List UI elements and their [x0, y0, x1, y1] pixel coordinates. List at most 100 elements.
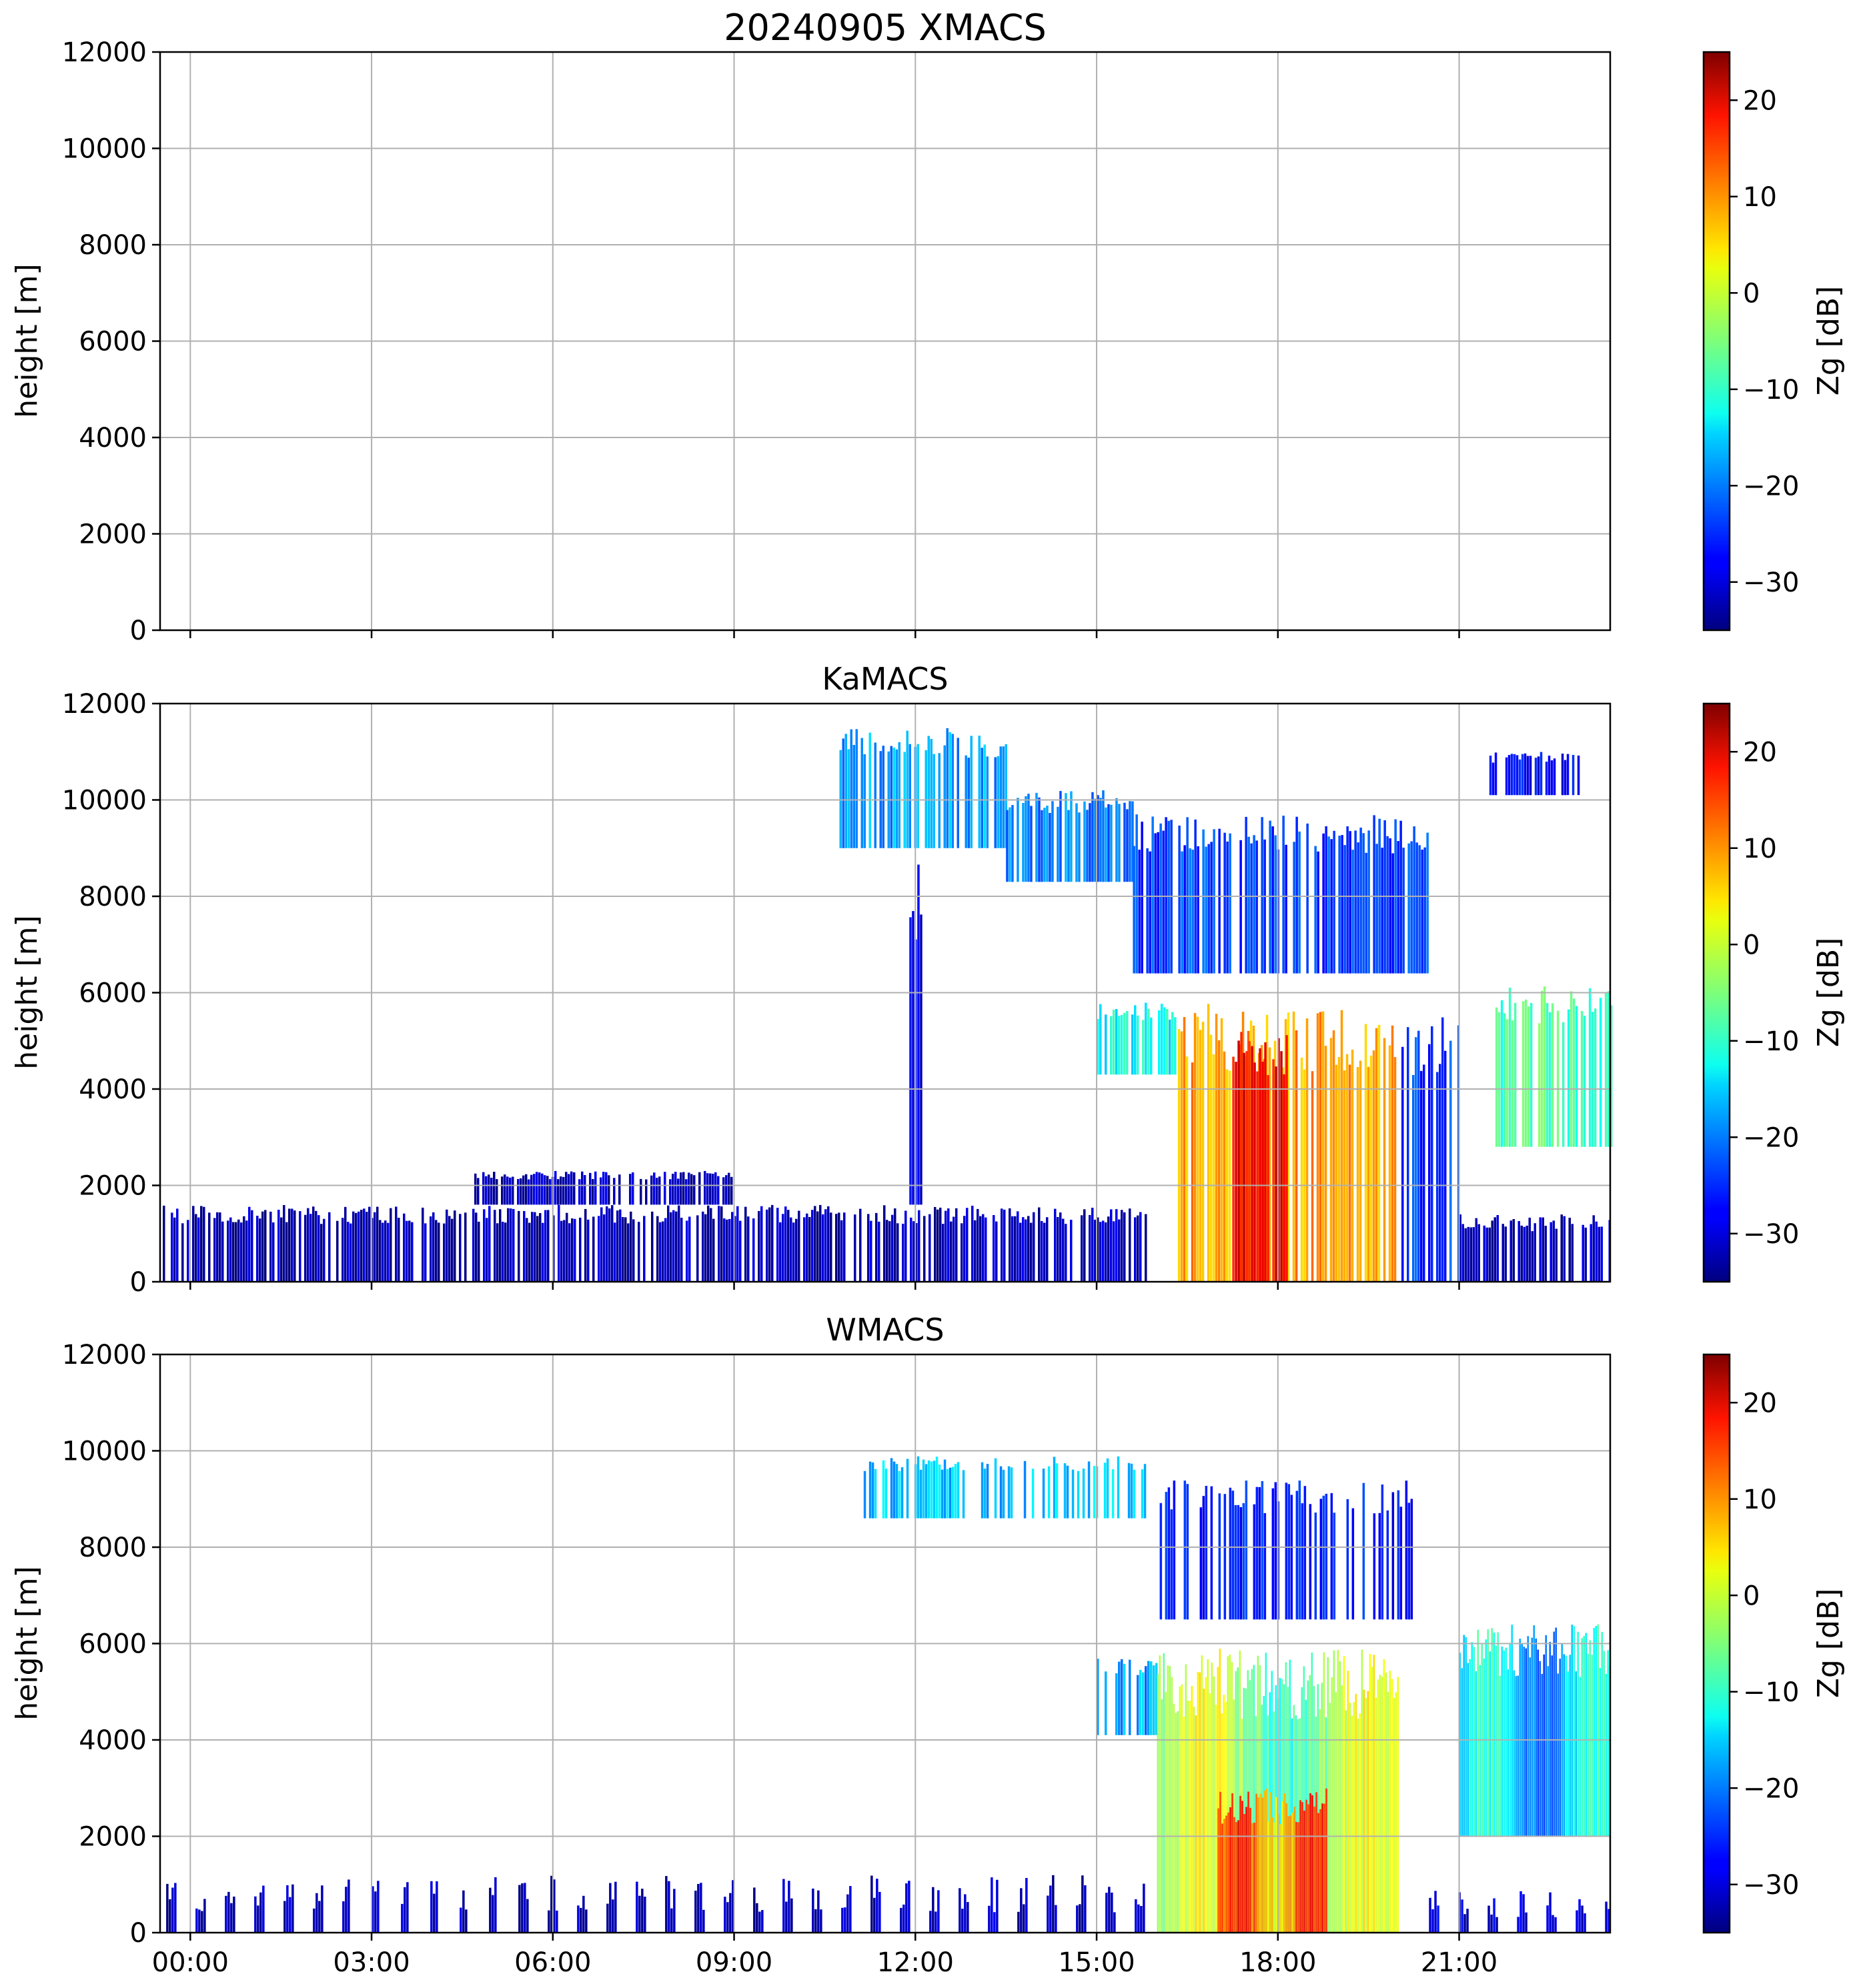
echo-column — [1569, 1655, 1571, 1837]
echo-column — [530, 1174, 533, 1205]
echo-column — [873, 1897, 876, 1933]
echo-column — [358, 1211, 360, 1282]
echo-column — [731, 1212, 734, 1282]
echo-column — [1357, 842, 1359, 974]
echo-column — [938, 753, 941, 848]
echo-column — [1099, 1222, 1102, 1282]
echo-column — [1426, 832, 1429, 974]
echo-column — [1273, 1711, 1275, 1933]
echo-column — [1315, 1792, 1317, 1933]
echo-column — [1108, 1887, 1111, 1933]
echo-column — [573, 1172, 576, 1205]
echo-column — [1515, 1676, 1517, 1837]
echo-column — [1570, 991, 1573, 1147]
echo-column — [259, 1218, 261, 1282]
echo-column — [1585, 1633, 1587, 1837]
echo-column — [1475, 1671, 1477, 1837]
echo-column — [176, 1208, 179, 1282]
echo-column — [1513, 754, 1516, 796]
echo-column — [1591, 1655, 1593, 1837]
echo-column — [702, 1211, 704, 1282]
echo-column — [1295, 1030, 1298, 1282]
echo-column — [999, 1466, 1003, 1519]
echo-column — [1229, 1487, 1232, 1620]
echo-column — [1331, 1677, 1333, 1933]
echo-anvil-upper — [1097, 1659, 1158, 1735]
echo-column — [1389, 838, 1391, 974]
colorbar-tick-label: 10 — [1743, 1484, 1777, 1515]
echo-column — [1166, 1008, 1169, 1075]
echo-column — [1161, 1004, 1163, 1075]
echo-column — [1038, 1207, 1041, 1282]
echo-column — [1253, 1504, 1256, 1620]
echo-column — [1180, 1031, 1183, 1282]
echo-column — [512, 1208, 515, 1282]
y-tick-label: 8000 — [79, 1533, 147, 1563]
echo-column — [1495, 1007, 1498, 1147]
echo-column — [1567, 1009, 1570, 1147]
echo-column — [1547, 756, 1551, 796]
echo-column — [710, 1208, 712, 1282]
echo-column — [579, 1217, 582, 1282]
echo-column — [232, 1222, 235, 1282]
echo-column — [1201, 1655, 1203, 1933]
echo-column — [1089, 1214, 1091, 1282]
echo-column — [977, 1208, 979, 1282]
echo-column — [982, 1214, 985, 1282]
echo-column — [1285, 1803, 1287, 1933]
colorbar-tick-label: 20 — [1743, 1388, 1777, 1418]
echo-column — [917, 864, 920, 1205]
echo-column — [1272, 1059, 1275, 1282]
echo-column — [1059, 791, 1062, 882]
echo-column — [1006, 810, 1009, 882]
echo-column — [553, 1879, 556, 1933]
echo-column — [1261, 1480, 1264, 1620]
echo-column — [1264, 1042, 1267, 1282]
echo-column — [422, 1207, 424, 1282]
colorbar-tick-label: 10 — [1743, 182, 1777, 213]
y-tick-label: 2000 — [79, 520, 147, 550]
echo-column — [1235, 1822, 1237, 1933]
echo-column — [592, 1179, 594, 1205]
echo-column — [1002, 1469, 1005, 1519]
echo-column — [1207, 844, 1210, 974]
echo-column — [1005, 744, 1007, 848]
echo-column — [1062, 1218, 1065, 1282]
echo-column — [672, 1210, 675, 1282]
echo-column — [630, 1211, 632, 1282]
echo-column — [1105, 1671, 1107, 1735]
echo-column — [822, 1214, 824, 1282]
echo-column — [1397, 1677, 1399, 1933]
echo-column — [1395, 1692, 1397, 1933]
colorbar-frame — [1702, 1353, 1731, 1934]
echo-column — [971, 1206, 974, 1282]
echo-column — [898, 1470, 901, 1519]
echo-column — [929, 1911, 932, 1933]
echo-column — [1381, 848, 1383, 974]
echo-column — [728, 1172, 730, 1205]
echo-column — [933, 754, 935, 848]
echo-column — [1042, 1468, 1045, 1519]
echo-column — [1199, 1672, 1201, 1933]
echo-column — [658, 1176, 661, 1205]
echo-column — [688, 1216, 691, 1282]
echo-column — [1467, 1226, 1469, 1282]
echo-column — [670, 1212, 672, 1282]
echo-column — [1503, 1651, 1505, 1837]
x-tick-label: 21:00 — [1421, 1947, 1497, 1978]
echo-column — [1501, 1646, 1503, 1837]
echo-column — [1466, 1909, 1469, 1933]
echo-column — [1175, 1713, 1177, 1933]
echo-column — [882, 1460, 885, 1519]
echo-column — [1493, 1633, 1495, 1837]
echo-column — [1349, 831, 1351, 974]
echo-column — [1576, 1910, 1578, 1933]
echo-column — [1351, 850, 1354, 974]
echo-column — [1535, 1639, 1537, 1837]
echo-column — [854, 1214, 856, 1282]
echo-column — [1187, 1701, 1189, 1933]
colorbar-frame — [1702, 702, 1731, 1283]
echo-column — [1007, 1466, 1011, 1519]
echo-column — [506, 1176, 509, 1205]
echo-column — [1543, 1654, 1545, 1837]
